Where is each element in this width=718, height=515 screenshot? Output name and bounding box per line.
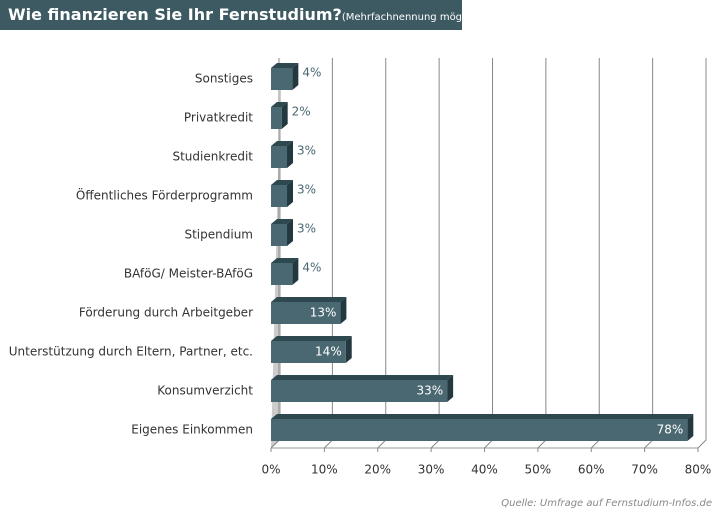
grid-line — [644, 58, 654, 449]
bar-top — [271, 63, 299, 68]
bar — [271, 68, 293, 90]
value-label: 78% — [657, 423, 684, 437]
y-tick-label: Privatkredit — [184, 111, 253, 125]
x-tick-label: 0% — [261, 463, 280, 477]
bar-top — [271, 375, 454, 380]
y-tick-label: Förderung durch Arbeitgeber — [79, 306, 253, 320]
bar — [271, 302, 341, 324]
y-tick-label: Stipendium — [184, 228, 253, 242]
x-tick-label: 80% — [685, 463, 712, 477]
grid-line — [537, 58, 547, 449]
x-tick-label: 60% — [578, 463, 605, 477]
bar — [271, 341, 346, 363]
bar — [271, 224, 288, 246]
bar-side — [287, 219, 294, 246]
y-tick-label: BAföG/ Meister-BAföG — [124, 267, 253, 281]
bar-top — [271, 336, 352, 341]
title-box: Wie finanzieren Sie Ihr Fernstudium?(Meh… — [0, 0, 483, 30]
bar-side — [281, 102, 288, 129]
y-tick-label: Konsumverzicht — [157, 384, 253, 398]
chart-title: Wie finanzieren Sie Ihr Fernstudium? — [8, 5, 342, 24]
y-tick-label: Sonstiges — [195, 72, 253, 86]
value-label: 3% — [297, 222, 316, 236]
x-tick-label: 30% — [418, 463, 445, 477]
y-tick-label: Studienkredit — [172, 150, 253, 164]
bar-side — [292, 258, 299, 285]
bar — [271, 185, 288, 207]
value-label: 3% — [297, 183, 316, 197]
value-label: 4% — [302, 261, 321, 275]
y-tick-label: Eigenes Einkommen — [131, 423, 253, 437]
y-tick-label: Öffentliches Förderprogramm — [76, 187, 253, 203]
bar-side — [287, 180, 294, 207]
value-label: 2% — [292, 105, 311, 119]
x-tick-label: 40% — [471, 463, 498, 477]
x-tick-label: 20% — [364, 463, 391, 477]
bar-top — [271, 297, 347, 302]
bar — [271, 146, 288, 168]
bar — [271, 419, 688, 441]
value-label: 4% — [302, 66, 321, 80]
bar — [271, 263, 293, 285]
grid-line — [590, 58, 600, 449]
value-label: 14% — [315, 345, 342, 359]
x-tick-label: 70% — [631, 463, 658, 477]
bar-top — [271, 414, 694, 419]
bar — [271, 380, 448, 402]
grid-line — [484, 58, 493, 449]
bar-side — [447, 375, 454, 402]
bar-side — [345, 336, 352, 363]
value-label: 13% — [310, 306, 337, 320]
bar-top — [271, 102, 288, 107]
x-tick-label: 50% — [525, 463, 552, 477]
bar-side — [287, 141, 294, 168]
bar-top — [271, 258, 299, 263]
bar-top — [271, 180, 294, 185]
chart-subtitle: (Mehrfachnennung möglich) — [341, 12, 484, 23]
grid-line — [697, 58, 707, 449]
bar-side — [687, 414, 694, 441]
bar — [271, 107, 282, 129]
y-tick-label: Unterstützung durch Eltern, Partner, etc… — [9, 345, 253, 359]
bar-side — [340, 297, 347, 324]
bar-top — [271, 141, 294, 146]
source-note: Quelle: Umfrage auf Fernstudium-Infos.de — [501, 498, 712, 509]
value-label: 33% — [416, 384, 443, 398]
value-label: 3% — [297, 144, 316, 158]
bar-side — [292, 63, 299, 90]
bar-top — [271, 219, 294, 224]
x-tick-label: 10% — [311, 463, 338, 477]
